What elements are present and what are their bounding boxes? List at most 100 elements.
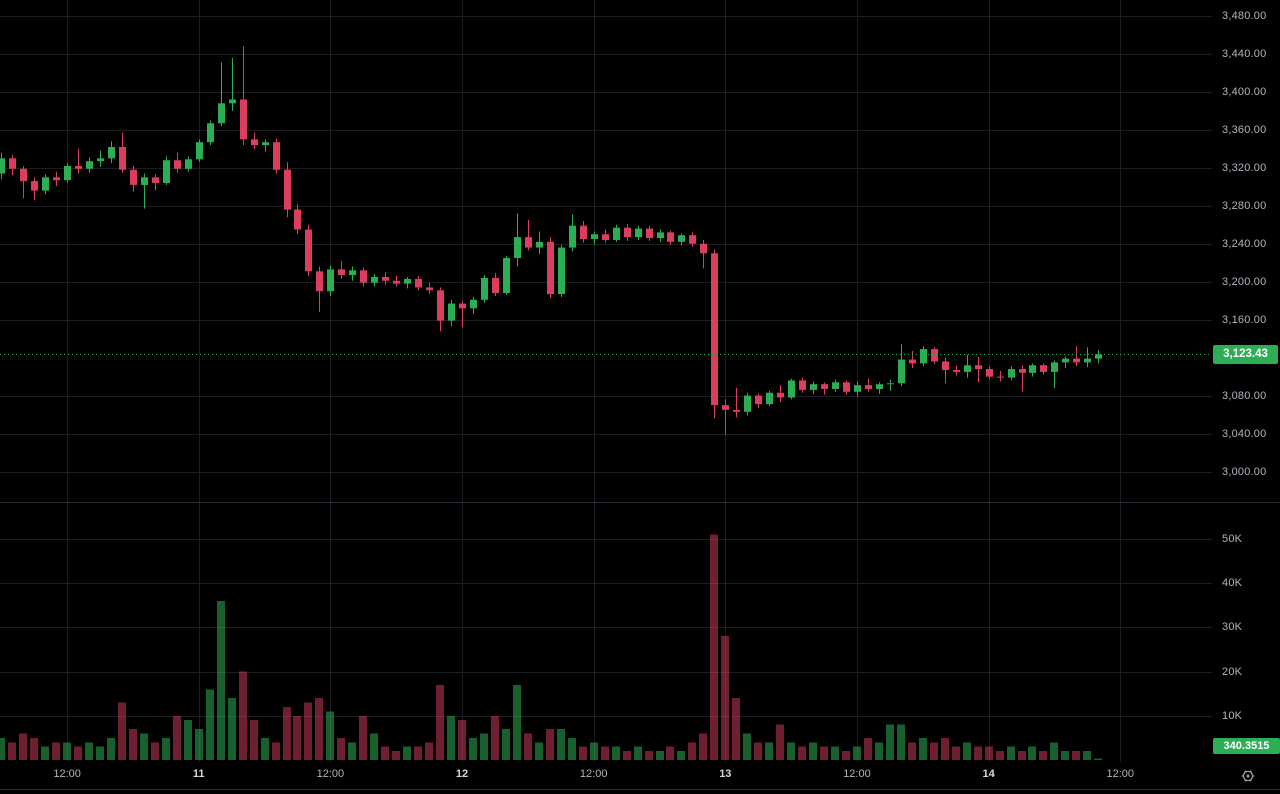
candle [53, 171, 60, 186]
candle [953, 365, 960, 376]
volume-bar [688, 742, 696, 760]
volume-bar [217, 600, 225, 760]
candle [1073, 346, 1080, 367]
candle [327, 265, 334, 296]
candle [591, 231, 598, 245]
volume-bar [30, 737, 38, 760]
candle [141, 173, 148, 209]
candle [305, 224, 312, 277]
volume-bar [480, 733, 488, 760]
candle [777, 385, 784, 403]
candle [503, 256, 510, 296]
time-axis-border [0, 789, 1280, 790]
candle [1029, 363, 1036, 377]
candle [865, 378, 872, 392]
price-tick-label: 3,320.00 [1222, 161, 1267, 174]
volume-bar [754, 742, 762, 760]
candle [481, 275, 488, 303]
time-tick-label: 12:00 [53, 768, 81, 780]
candle [229, 57, 236, 111]
volume-bar [0, 737, 5, 760]
volume-bar [930, 742, 938, 760]
volume-bar [63, 742, 71, 760]
price-tick-label: 3,440.00 [1222, 47, 1267, 60]
volume-bar [612, 746, 620, 760]
candle [624, 223, 631, 241]
settings-gear-icon[interactable] [1240, 768, 1256, 784]
price-tick-label: 3,280.00 [1222, 199, 1267, 212]
volume-bar [129, 729, 137, 760]
volume-bar [502, 729, 510, 760]
candle [360, 267, 367, 287]
volume-bar [1007, 746, 1015, 760]
current-volume-label: 340.3515 [1213, 738, 1280, 754]
candle [788, 378, 795, 400]
volume-bar [436, 684, 444, 760]
candle [262, 139, 269, 152]
volume-bar [645, 751, 653, 760]
price-tick-label: 3,400.00 [1222, 85, 1267, 98]
volume-bar [326, 711, 334, 760]
candle [810, 381, 817, 394]
volume-bar [524, 733, 532, 760]
candle [371, 274, 378, 287]
time-tick-label: 12:00 [1106, 768, 1134, 780]
volume-bar [765, 742, 773, 760]
volume-bar [261, 737, 269, 760]
candle [931, 347, 938, 365]
price-tick-label: 3,200.00 [1222, 275, 1267, 288]
candle [130, 165, 137, 192]
volume-bar [798, 746, 806, 760]
volume-bar [853, 746, 861, 760]
candle [821, 382, 828, 395]
volume-bar [699, 733, 707, 760]
candle [448, 299, 455, 327]
candle [426, 282, 433, 295]
candle [964, 354, 971, 378]
candle [667, 230, 674, 245]
time-tick-label: 12:00 [843, 768, 871, 780]
volume-bar [403, 746, 411, 760]
volume-bar [1094, 758, 1102, 760]
volume-bar [1083, 751, 1091, 760]
volume-bar [886, 724, 894, 760]
candle [207, 120, 214, 146]
volume-bar [623, 751, 631, 760]
volume-bar [546, 729, 554, 760]
candle [20, 165, 27, 199]
candle [1051, 360, 1058, 389]
volume-bar [941, 737, 949, 760]
candle [876, 382, 883, 394]
volume-bar [458, 720, 466, 760]
candle [536, 231, 543, 255]
price-tick-label: 3,240.00 [1222, 237, 1267, 250]
candle [711, 249, 718, 419]
volume-bar [228, 698, 236, 760]
volume-bar [491, 715, 499, 760]
candle [887, 379, 894, 391]
volume-bar [370, 733, 378, 760]
candle [744, 392, 751, 416]
volume-bar [52, 742, 60, 760]
volume-bar [19, 733, 27, 760]
time-tick-label: 12:00 [316, 768, 345, 780]
time-tick-label: 12 [455, 768, 469, 780]
candle [152, 174, 159, 191]
candle [525, 220, 532, 251]
candle [909, 350, 916, 369]
volume-bar [820, 746, 828, 760]
volume-bar [381, 746, 389, 760]
candle [635, 225, 642, 240]
candle [678, 233, 685, 246]
candle [986, 366, 993, 380]
candle [382, 272, 389, 285]
pane-divider[interactable] [0, 502, 1280, 503]
volume-bar [469, 737, 477, 760]
candle [316, 266, 323, 313]
volume-bar [414, 746, 422, 760]
candle [799, 377, 806, 393]
candle [338, 260, 345, 279]
candle [1019, 365, 1026, 392]
volume-bar [579, 746, 587, 760]
